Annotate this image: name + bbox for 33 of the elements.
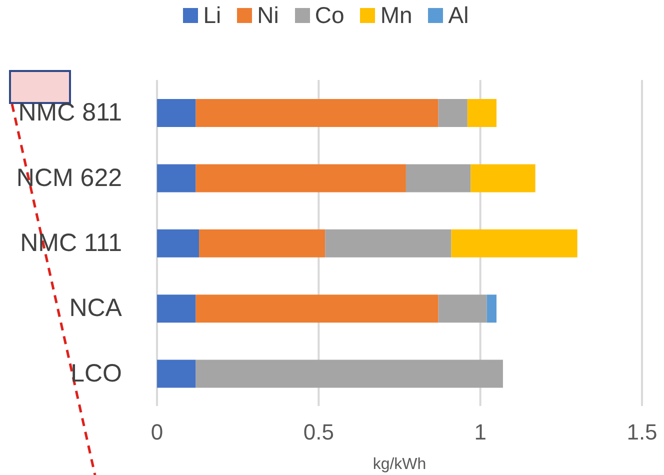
bar (157, 164, 196, 192)
y-tick-label: NCA (69, 294, 122, 322)
bar (157, 294, 196, 323)
bar (467, 99, 496, 127)
x-tick-label: 1 (474, 420, 486, 445)
legend-label: Al (447, 2, 469, 29)
bar (157, 99, 196, 127)
legend-label: Mn (379, 2, 412, 29)
y-tick-label: NMC 111 (20, 229, 122, 257)
bar (196, 294, 438, 323)
legend-label: Li (202, 2, 222, 29)
bar (157, 360, 196, 388)
bar (451, 229, 578, 258)
y-tick-label: NMC 811 (18, 98, 122, 127)
bar (196, 360, 503, 388)
bar (470, 164, 536, 192)
bar (157, 229, 200, 258)
bar (406, 164, 471, 192)
legend-label: Co (314, 2, 344, 29)
bar (438, 294, 487, 323)
legend-label: Ni (256, 2, 279, 29)
y-tick-label: LCO (70, 359, 122, 388)
bar (325, 229, 452, 258)
bar (486, 294, 496, 323)
y-tick-label: NCM 622 (16, 164, 122, 192)
bar (438, 99, 468, 127)
x-tick-label: 0.5 (303, 420, 334, 445)
bar (196, 99, 438, 127)
x-tick-label: 1.5 (626, 420, 658, 445)
bar (196, 164, 406, 192)
x-axis-title: kg/kWh (372, 456, 426, 473)
x-tick-label: 0 (150, 420, 164, 445)
bar (199, 229, 326, 258)
